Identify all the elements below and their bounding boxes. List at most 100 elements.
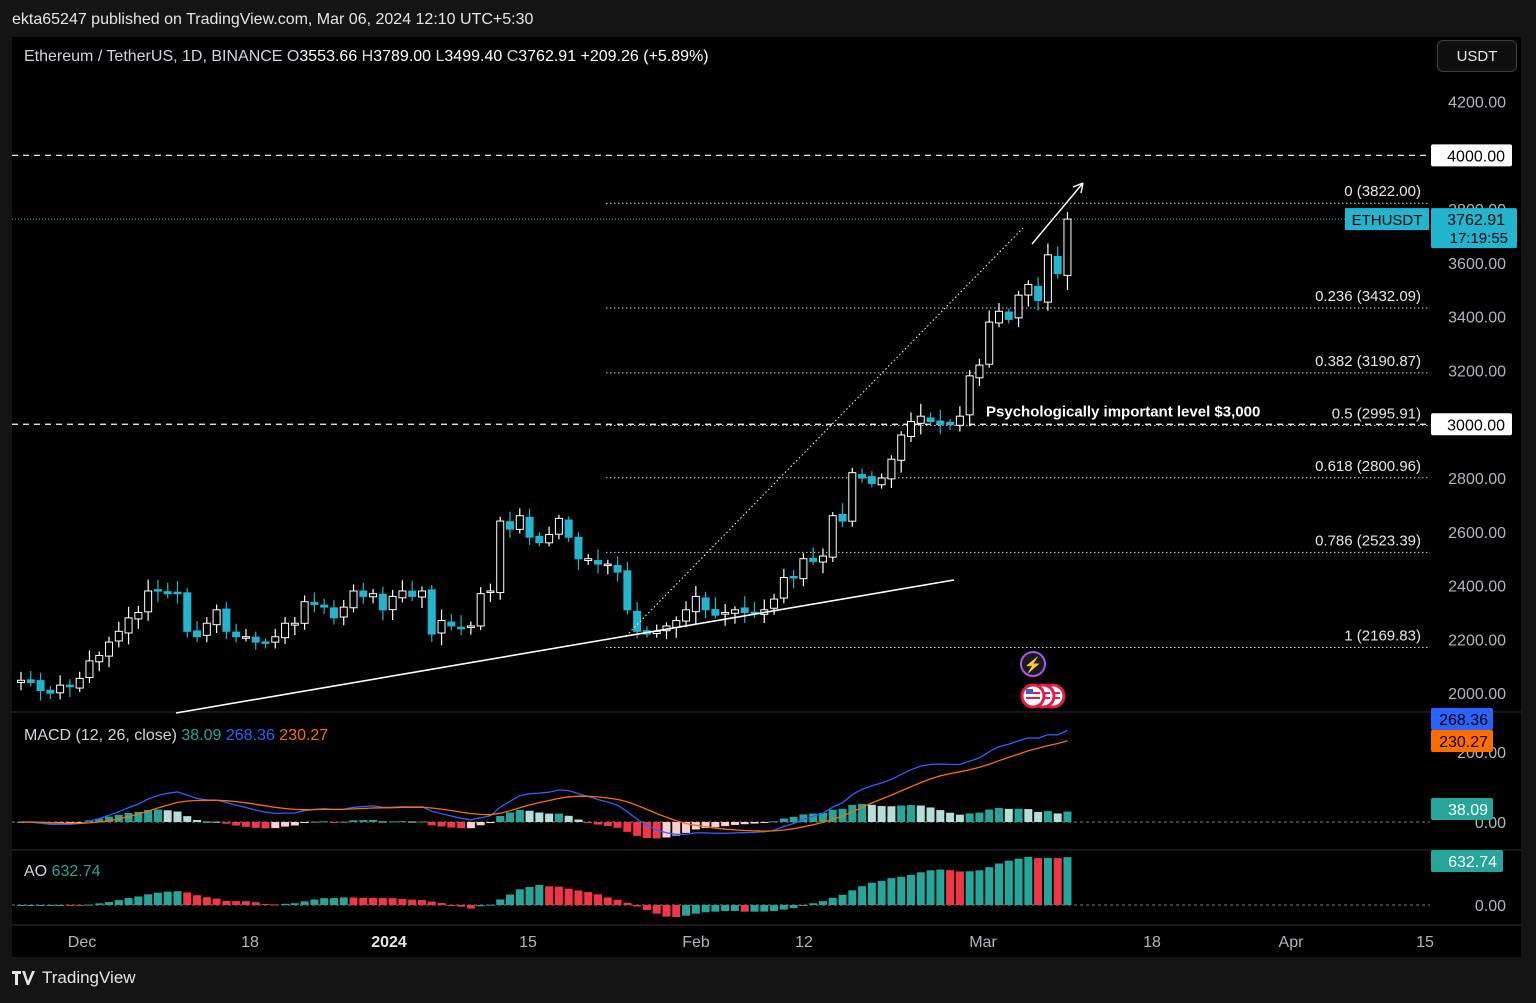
us-flag-event-icon[interactable] <box>1020 683 1046 709</box>
ao-bar <box>427 901 436 905</box>
candle-body <box>594 560 603 565</box>
ao-bar <box>202 897 211 905</box>
ao-bar <box>584 892 593 905</box>
ao-legend: AO 632.74 <box>24 863 101 880</box>
candle-body <box>408 590 417 597</box>
macd-value-tag <box>1431 708 1493 730</box>
macd-hist-bar <box>339 821 348 823</box>
last-price-tag <box>1431 208 1517 249</box>
candle-body <box>163 591 172 595</box>
ao-bar <box>163 891 172 905</box>
macd-hist-bar <box>975 812 984 822</box>
macd-value-tag <box>1431 798 1493 820</box>
macd-hist-bar <box>144 810 153 822</box>
x-tick-label: Dec <box>68 934 96 951</box>
candle-body <box>701 597 710 611</box>
ao-bar <box>740 905 749 912</box>
macd-hist-bar <box>183 816 192 822</box>
ao-value-tag <box>1431 850 1503 872</box>
macd-hist-bar <box>760 822 769 823</box>
ao-bar <box>633 905 642 907</box>
candle-body <box>359 590 368 597</box>
candle-body <box>740 607 749 613</box>
candle-body <box>730 609 739 614</box>
ao-bar <box>144 894 153 905</box>
ao-bar <box>369 897 378 905</box>
candle-body <box>858 474 867 479</box>
macd-hist-bar <box>858 803 867 822</box>
candle-body <box>779 577 788 599</box>
currency-button[interactable]: USDT <box>1437 40 1517 72</box>
candle-body <box>466 625 475 628</box>
candle-body <box>1034 285 1043 302</box>
candle-body <box>955 415 964 426</box>
macd-hist-bar <box>271 822 280 829</box>
ao-bar <box>1004 860 1013 905</box>
ao-bar <box>789 905 798 909</box>
ao-bar <box>711 905 720 912</box>
ao-bar <box>290 903 299 905</box>
macd-hist-bar <box>105 816 114 822</box>
ao-bar <box>1053 858 1062 905</box>
candle-body <box>310 601 319 605</box>
macd-hist-bar <box>300 822 309 824</box>
candle-body <box>496 520 505 593</box>
ao-bar <box>114 900 123 905</box>
ao-value-tag-label: 632.74 <box>1448 854 1497 871</box>
support-trendline[interactable] <box>175 579 955 714</box>
candle-body <box>95 655 104 663</box>
ao-bar <box>193 895 202 905</box>
macd-hist-bar <box>730 822 739 825</box>
ao-bar <box>26 905 35 906</box>
candle-body <box>515 515 524 530</box>
ao-bar <box>320 898 329 905</box>
ao-bar <box>535 885 544 905</box>
x-tick-label: Mar <box>969 934 997 951</box>
candle-body <box>153 589 162 592</box>
ao-bar <box>897 876 906 905</box>
ao-bar <box>124 897 133 905</box>
x-tick-label: 15 <box>1416 934 1434 951</box>
candle-body <box>838 513 847 522</box>
ao-bar <box>447 905 456 906</box>
macd-hist-bar <box>388 821 397 823</box>
macd-hist-bar <box>799 814 808 822</box>
macd-hist-bar <box>965 813 974 822</box>
macd-hist-bar <box>682 822 691 833</box>
ao-bar <box>906 874 915 905</box>
candle-body <box>525 516 534 538</box>
level-price-tag <box>1431 144 1512 167</box>
ao-bar <box>642 905 651 911</box>
candle-body <box>134 611 143 620</box>
ao-bar <box>476 905 485 907</box>
macd-hist-bar <box>906 805 915 822</box>
ao-bar <box>721 905 730 912</box>
ao-bar <box>545 886 554 905</box>
ao-bar <box>105 902 114 905</box>
ao-bar <box>877 881 886 905</box>
x-tick-label: 2024 <box>371 934 407 951</box>
ao-bar <box>946 870 955 905</box>
candle-body <box>574 536 583 560</box>
macd-hist-bar <box>232 822 241 826</box>
fib-level-label: 0.618 (2800.96) <box>1315 458 1421 475</box>
candle-body <box>926 417 935 423</box>
fib-level-label: 0 (3822.00) <box>1344 183 1421 200</box>
ao-bar <box>858 886 867 905</box>
macd-hist-bar <box>985 809 994 822</box>
tradingview-footer[interactable]: TradingView <box>12 968 136 988</box>
target-arrow-head-icon <box>1072 182 1084 194</box>
ao-bar <box>779 905 788 910</box>
ao-bar <box>662 905 671 917</box>
fib-level-label: 0.5 (2995.91) <box>1332 405 1421 422</box>
ao-bar <box>134 896 143 905</box>
ao-bar <box>457 905 466 907</box>
lightning-event-icon[interactable] <box>1020 651 1046 677</box>
macd-value-tag-label: 268.36 <box>1439 712 1488 729</box>
macd-hist-bar <box>603 822 612 827</box>
target-arrow[interactable] <box>1031 182 1084 245</box>
macd-hist-bar <box>447 822 456 828</box>
fib-anchor-line <box>625 227 1024 637</box>
candle-body <box>281 622 290 639</box>
macd-hist-bar <box>202 821 211 823</box>
